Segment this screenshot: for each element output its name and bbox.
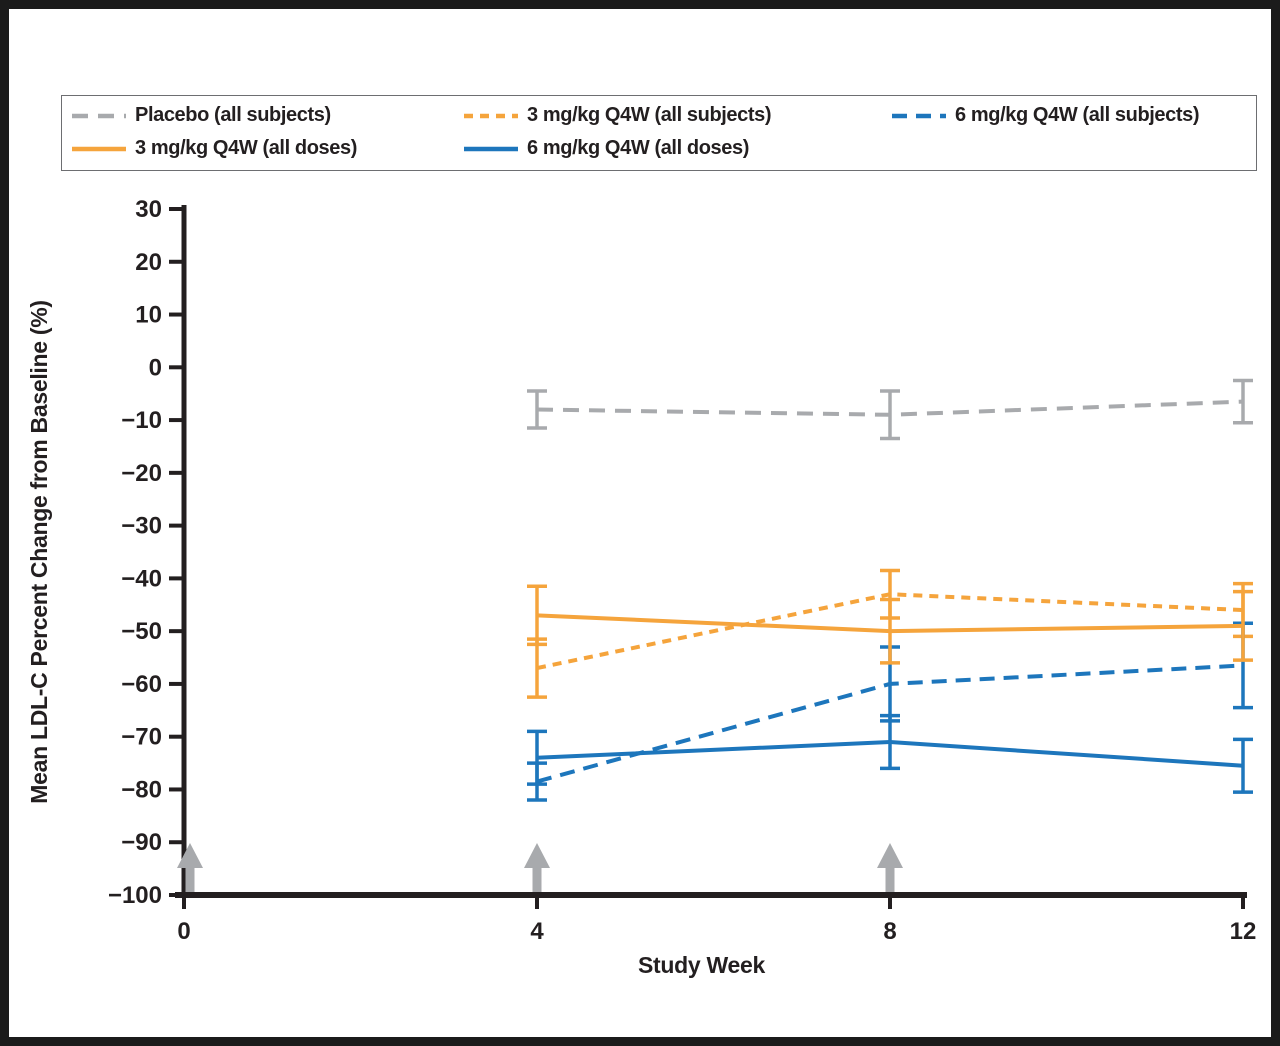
dose-arrow bbox=[177, 843, 203, 892]
y-tick-label: −70 bbox=[121, 724, 162, 751]
y-tick-label: −50 bbox=[121, 618, 162, 645]
legend-line-sample-3mgkg-subjects bbox=[464, 111, 518, 121]
ldl-c-line-chart: 30 20 10 0 −10 −20 −30 −40 −50 −60 −70 −80 −90 −100 0 4… bbox=[26, 196, 1257, 978]
x-tick-label: 8 bbox=[883, 918, 896, 945]
y-tick-label: 30 bbox=[135, 196, 162, 223]
legend-item-6mgkg-all-subjects: 6 mg/kg Q4W (all subjects) bbox=[892, 104, 1246, 127]
series-line bbox=[536, 613, 1244, 634]
y-tick-label: −20 bbox=[121, 460, 162, 487]
y-tick-label: −40 bbox=[121, 565, 162, 592]
legend-label: 3 mg/kg Q4W (all subjects) bbox=[527, 104, 772, 126]
x-tick-label: 4 bbox=[530, 918, 544, 945]
dashed-line-icon bbox=[464, 113, 518, 118]
y-tick-label: 0 bbox=[149, 354, 162, 381]
solid-line-icon bbox=[72, 146, 126, 151]
y-tick-label: 10 bbox=[135, 302, 162, 329]
y-axis-title: Mean LDL-C Percent Change from Baseline … bbox=[26, 300, 52, 803]
y-tick-label: −100 bbox=[108, 882, 162, 909]
y-tick-label: −80 bbox=[121, 776, 162, 803]
series-line bbox=[536, 663, 1244, 784]
y-tick-label: −90 bbox=[121, 829, 162, 856]
dose-arrow bbox=[877, 843, 903, 892]
legend-line-sample-6mgkg-doses bbox=[464, 144, 518, 154]
y-tick-label: −30 bbox=[121, 513, 162, 540]
chart-legend: Placebo (all subjects) 3 mg/kg Q4W (all … bbox=[61, 95, 1257, 171]
legend-label: 6 mg/kg Q4W (all doses) bbox=[527, 137, 749, 159]
dashed-line-icon bbox=[892, 113, 946, 118]
dashed-line-icon bbox=[72, 113, 126, 118]
legend-item-3mgkg-all-doses: 3 mg/kg Q4W (all doses) bbox=[72, 137, 464, 160]
dose-arrow bbox=[524, 843, 550, 892]
series-line bbox=[536, 399, 1244, 417]
x-tick-label: 12 bbox=[1230, 918, 1257, 945]
x-tick-label: 0 bbox=[177, 918, 190, 945]
y-tick-label: 20 bbox=[135, 249, 162, 276]
x-axis-title: Study Week bbox=[638, 952, 765, 978]
legend-line-sample-placebo bbox=[72, 111, 126, 121]
legend-item-3mgkg-all-subjects: 3 mg/kg Q4W (all subjects) bbox=[464, 104, 892, 127]
legend-label: 6 mg/kg Q4W (all subjects) bbox=[955, 104, 1200, 126]
legend-line-sample-3mgkg-doses bbox=[72, 144, 126, 154]
legend-item-placebo-all-subjects: Placebo (all subjects) bbox=[72, 104, 464, 127]
series-line bbox=[536, 739, 1244, 768]
y-tick-label: −60 bbox=[121, 671, 162, 698]
y-tick-label: −10 bbox=[121, 407, 162, 434]
legend-item-6mgkg-all-doses: 6 mg/kg Q4W (all doses) bbox=[464, 137, 892, 160]
solid-line-icon bbox=[464, 146, 518, 151]
legend-label: Placebo (all subjects) bbox=[135, 104, 331, 126]
legend-label: 3 mg/kg Q4W (all doses) bbox=[135, 137, 357, 159]
legend-line-sample-6mgkg-subjects bbox=[892, 111, 946, 121]
series-line bbox=[536, 592, 1244, 671]
